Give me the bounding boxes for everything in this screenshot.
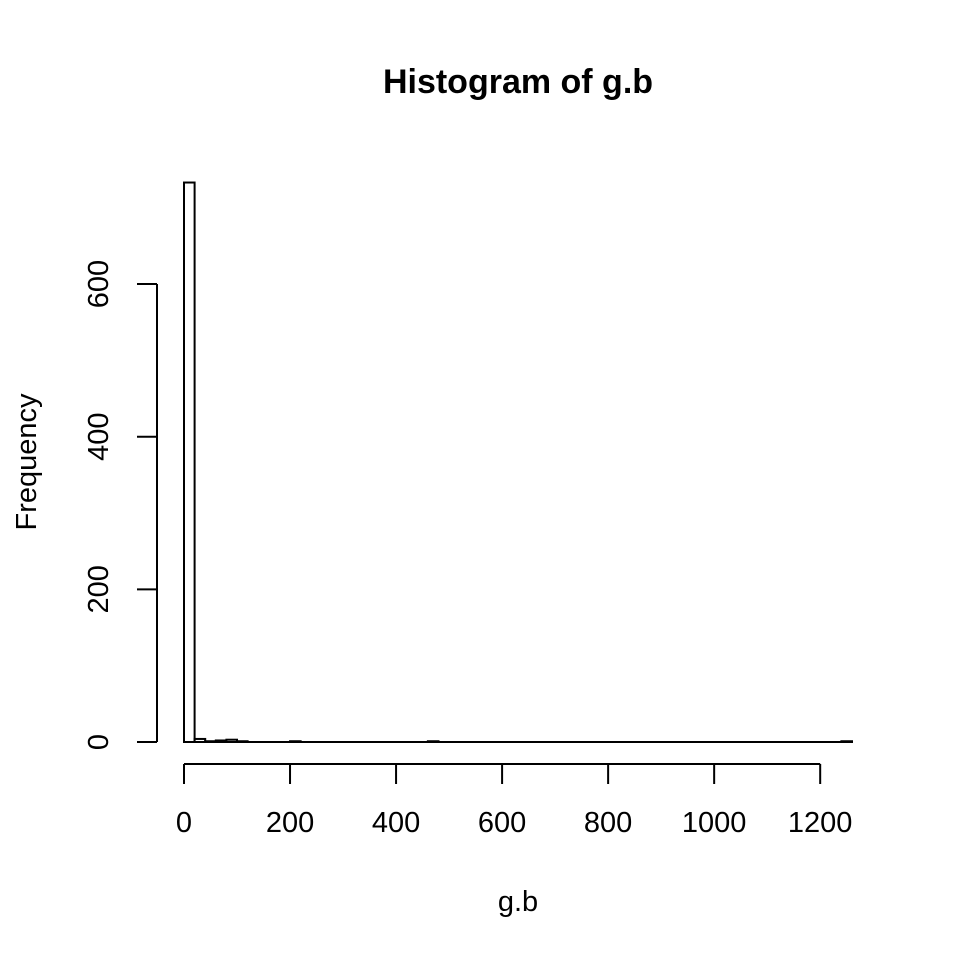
y-tick-label: 0: [83, 734, 115, 750]
x-tick-label: 1000: [682, 807, 747, 839]
y-tick-label: 200: [83, 565, 115, 613]
x-axis: 0 200 400 600 800 1000 1200: [176, 763, 853, 839]
y-axis: 0 200 400 600: [83, 260, 158, 750]
y-axis-label: Frequency: [11, 393, 43, 531]
chart-title: Histogram of g.b: [383, 63, 653, 101]
x-tick-label: 1200: [788, 807, 853, 839]
x-tick-label: 400: [372, 807, 420, 839]
x-tick-label: 200: [266, 807, 314, 839]
x-axis-label: g.b: [498, 886, 538, 918]
x-tick-label: 600: [478, 807, 526, 839]
y-tick-label: 400: [83, 412, 115, 460]
x-tick-label: 0: [176, 807, 192, 839]
x-tick-label: 800: [584, 807, 632, 839]
y-tick-label: 600: [83, 260, 115, 308]
histogram-bars: [183, 181, 854, 744]
histogram-bar: [183, 181, 196, 743]
